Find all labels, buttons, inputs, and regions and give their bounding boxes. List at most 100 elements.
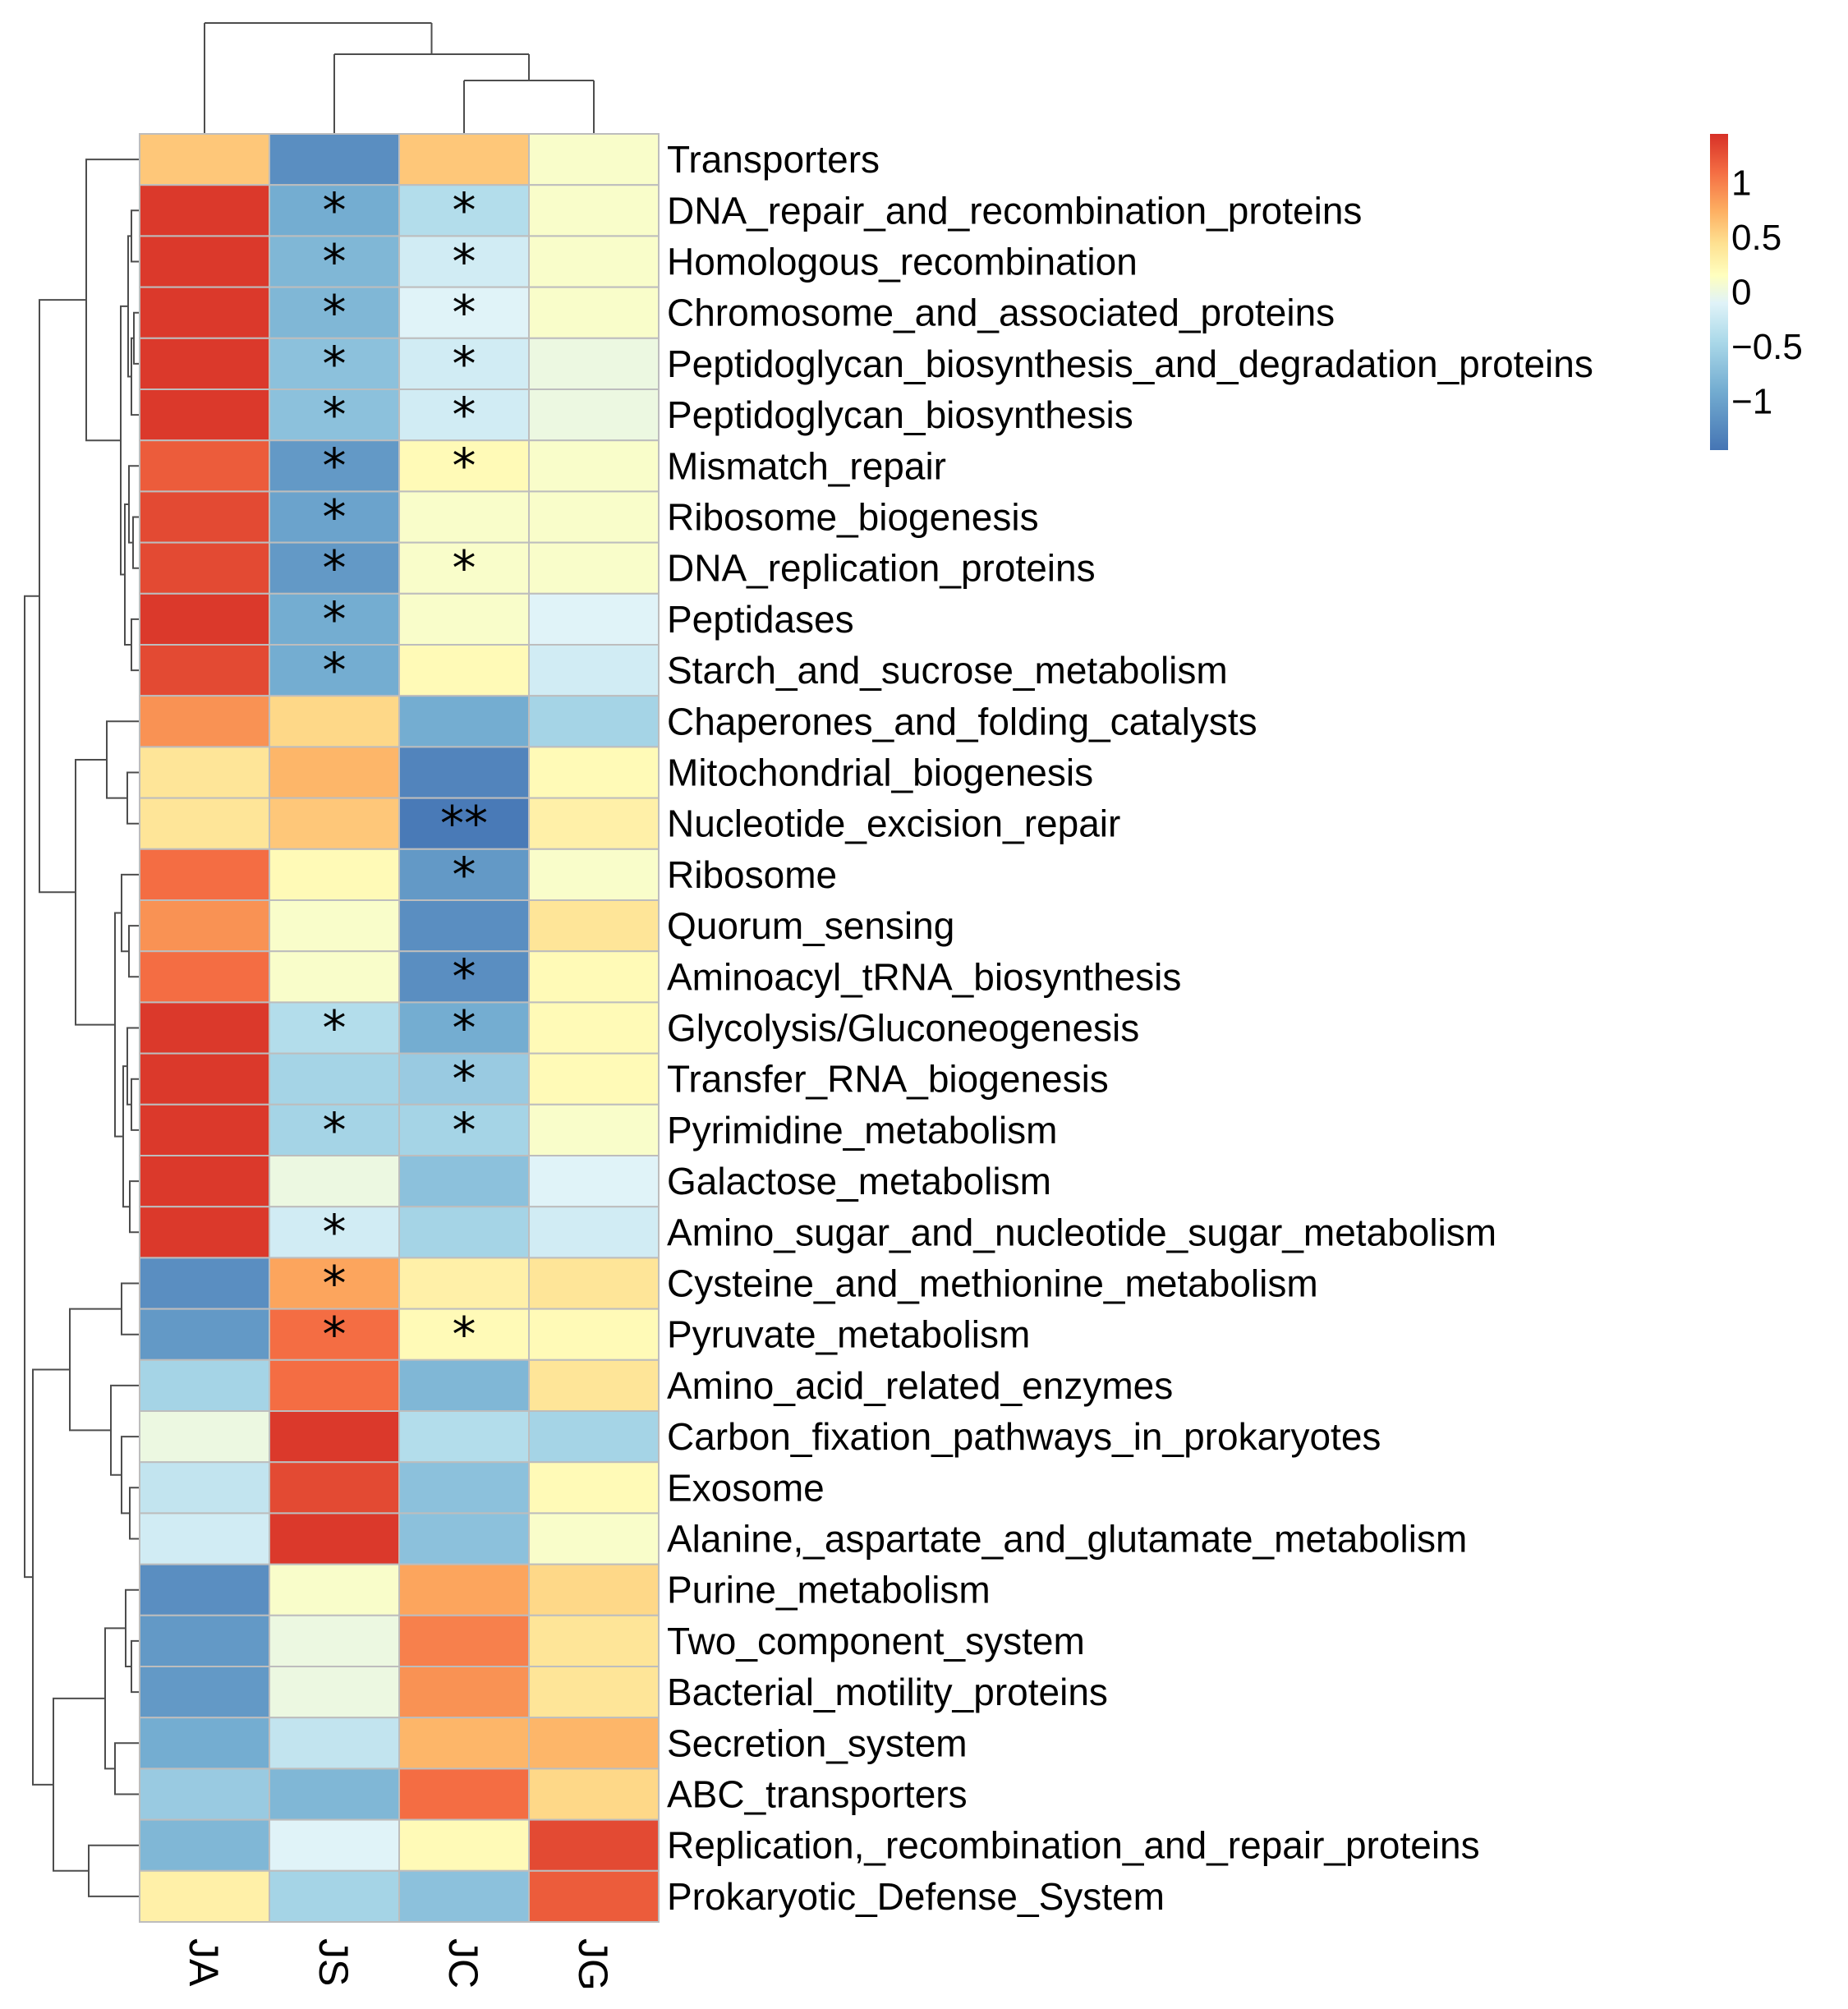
- heatmap-cell: [139, 1358, 270, 1413]
- heatmap-cell: [398, 133, 530, 186]
- dendrogram-branch: [125, 1588, 140, 1667]
- dendrogram-branch: [88, 1844, 140, 1897]
- significance-star: *: [453, 336, 476, 392]
- column-label: JG: [570, 1938, 616, 1991]
- significance-star: *: [323, 642, 347, 698]
- heatmap-cell: [269, 848, 400, 902]
- row-label: Quorum_sensing: [667, 904, 954, 947]
- heatmap-cell: [139, 490, 270, 544]
- row-label: Mitochondrial_biogenesis: [667, 752, 1093, 794]
- significance-star: *: [453, 1102, 476, 1158]
- significance-star: *: [453, 182, 476, 238]
- heatmap-cell: [528, 1257, 660, 1310]
- heatmap-cell: [398, 1358, 530, 1413]
- row-label: Chaperones_and_folding_catalysts: [667, 700, 1257, 742]
- row-label: Replication,_recombination_and_repair_pr…: [667, 1824, 1480, 1867]
- row-label: Peptidoglycan_biosynthesis: [667, 393, 1133, 436]
- significance-star: *: [453, 387, 476, 443]
- dendrogram-branch: [128, 925, 140, 978]
- dendrogram-branch: [128, 465, 140, 544]
- row-label: Starch_and_sucrose_metabolism: [667, 649, 1228, 692]
- heatmap-cell: [139, 797, 270, 850]
- heatmap-cell: [398, 1818, 530, 1872]
- heatmap-cell: [139, 1768, 270, 1821]
- column-label: JC: [440, 1938, 486, 1988]
- heatmap-cell: [398, 1410, 530, 1464]
- significance-star: *: [453, 540, 476, 596]
- dendrogram-branch: [126, 771, 140, 825]
- significance-star: *: [323, 336, 347, 392]
- heatmap-cell: [528, 1308, 660, 1361]
- heatmap-cell: [269, 439, 400, 493]
- heatmap-cell: [398, 1308, 530, 1361]
- heatmap-cell: [139, 1155, 270, 1208]
- heatmap-cell: [398, 1717, 530, 1770]
- dendrogram-branch: [133, 311, 140, 365]
- row-label: Ribosome: [667, 853, 837, 896]
- heatmap-cell: [139, 286, 270, 339]
- heatmap-cell: [269, 1563, 400, 1616]
- row-label: Peptidases: [667, 598, 854, 641]
- heatmap-cell: [398, 746, 530, 799]
- significance-star: *: [323, 182, 347, 238]
- heatmap-cell: [528, 1461, 660, 1515]
- dendrogram-branch: [32, 1368, 70, 1786]
- row-label: Mismatch_repair: [667, 444, 946, 487]
- heatmap-cell: [528, 1818, 660, 1872]
- row-label: Secretion_system: [667, 1722, 968, 1764]
- heatmap-cell: [528, 1614, 660, 1668]
- significance-star: *: [453, 285, 476, 341]
- dendrogram-branch: [131, 618, 140, 672]
- heatmap-cell: [528, 1666, 660, 1719]
- significance-star: *: [453, 1051, 476, 1107]
- dendrogram-branch: [106, 720, 140, 799]
- heatmap-cell: [139, 899, 270, 953]
- heatmap-cell: [528, 644, 660, 697]
- heatmap-cell: [139, 695, 270, 748]
- row-label: ABC_transporters: [667, 1773, 968, 1816]
- row-label: Exosome: [667, 1466, 825, 1509]
- dendrogram-branch: [131, 337, 140, 416]
- heatmap-cell: [528, 797, 660, 850]
- heatmap-cell: [139, 1206, 270, 1259]
- heatmap-cell: [139, 644, 270, 697]
- heatmap-cell: [528, 133, 660, 186]
- heatmap-cell: [398, 1869, 530, 1924]
- heatmap-cell: [269, 1257, 400, 1310]
- heatmap-cell: [398, 899, 530, 953]
- significance-star: *: [323, 1307, 347, 1363]
- significance-markers: * ** ** ** ** ** *** ******** *** **** *: [323, 182, 489, 1362]
- row-label: Carbon_fixation_pathways_in_prokaryotes: [667, 1415, 1381, 1458]
- heatmap-cell: [398, 695, 530, 748]
- heatmap-cell: [528, 439, 660, 493]
- heatmap-cell: [398, 1563, 530, 1616]
- heatmap-cell: [528, 1563, 660, 1616]
- heatmap-cell: [398, 1155, 530, 1208]
- heatmap-cell: [528, 490, 660, 544]
- heatmap-cell: [139, 950, 270, 1004]
- significance-star: *: [323, 285, 347, 341]
- heatmap-cell: [398, 1103, 530, 1157]
- dendrogram-branch: [131, 1078, 140, 1131]
- heatmap-cell: [528, 1717, 660, 1770]
- row-label: Ribosome_biogenesis: [667, 496, 1039, 539]
- column-dendrogram: [204, 22, 595, 134]
- heatmap-cell: [139, 1563, 270, 1616]
- dendrogram-branch: [114, 1742, 140, 1795]
- heatmap-cell: [269, 1869, 400, 1924]
- legend-tick-label: −0.5: [1731, 327, 1803, 367]
- row-label: DNA_repair_and_recombination_proteins: [667, 189, 1362, 232]
- significance-star: *: [453, 1307, 476, 1363]
- heatmap-cell: [269, 1308, 400, 1361]
- heatmap-cell: [398, 592, 530, 646]
- heatmap-cell: [398, 1614, 530, 1668]
- row-label: Two_component_system: [667, 1620, 1085, 1662]
- heatmap-cell: [139, 1410, 270, 1464]
- heatmap-cell: [269, 899, 400, 953]
- dendrogram-branch: [69, 1308, 122, 1432]
- heatmap-cell: [269, 695, 400, 748]
- significance-star: *: [323, 1204, 347, 1260]
- significance-star: *: [453, 847, 476, 903]
- heatmap-cell: [269, 1461, 400, 1515]
- heatmap-cell: [139, 1461, 270, 1515]
